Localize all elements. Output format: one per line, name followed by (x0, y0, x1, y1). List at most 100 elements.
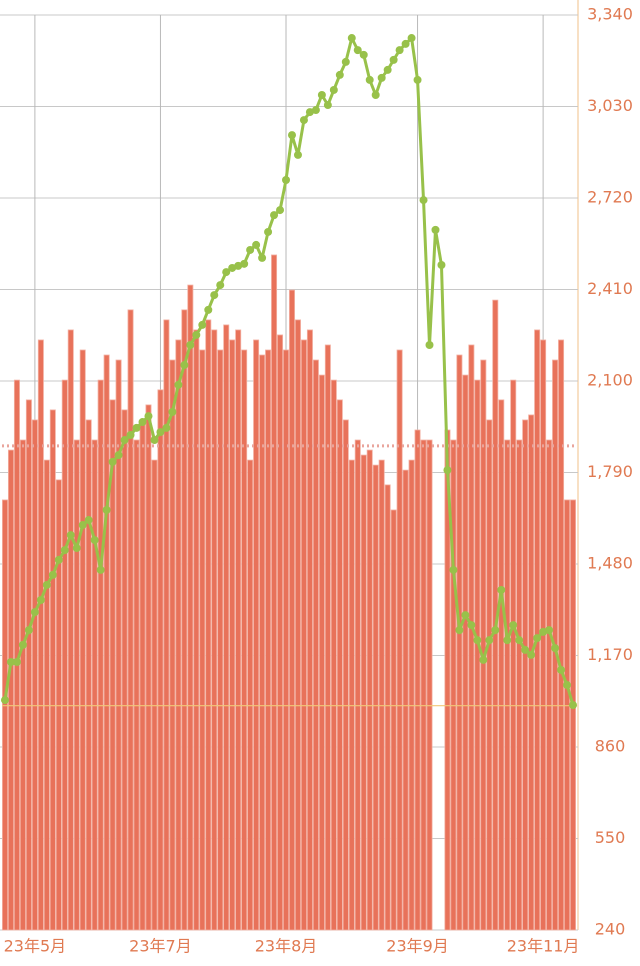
line-marker (443, 466, 452, 475)
bar (396, 349, 403, 931)
line-marker (545, 626, 554, 635)
line-marker (293, 150, 302, 159)
line-marker (204, 305, 213, 314)
line-marker (311, 106, 320, 115)
line-marker (473, 636, 482, 645)
bar (354, 439, 361, 931)
line-marker (108, 457, 117, 466)
bar (7, 449, 14, 931)
bar (253, 339, 260, 931)
line-marker (515, 636, 524, 645)
bar (73, 439, 80, 931)
line-marker (479, 655, 488, 664)
bar (271, 254, 278, 931)
bar (360, 454, 367, 931)
line-marker (126, 431, 135, 440)
line-marker (54, 555, 63, 564)
line-marker (168, 407, 177, 416)
y-tick-label: 2,410 (587, 279, 633, 298)
x-tick-label: 23年5月 (4, 937, 67, 956)
bar (79, 349, 86, 931)
bar (37, 339, 44, 931)
bar (217, 349, 224, 931)
y-tick-label: 240 (595, 920, 626, 939)
line-marker (497, 585, 506, 594)
bar (378, 459, 385, 931)
bar (456, 354, 463, 931)
line-marker (317, 90, 326, 99)
line-marker (449, 565, 458, 574)
bar (336, 399, 343, 931)
bar (342, 419, 349, 931)
line-marker (503, 636, 512, 645)
line-marker (389, 55, 398, 64)
line-marker (138, 418, 147, 427)
bar (121, 409, 128, 931)
line-marker (84, 516, 93, 525)
line-marker (341, 57, 350, 66)
bar (91, 439, 98, 931)
bar (181, 309, 188, 931)
bar (366, 449, 373, 931)
y-tick-label: 3,030 (587, 96, 633, 115)
bar (2, 499, 8, 931)
line-marker (521, 645, 530, 654)
bar (127, 309, 134, 931)
line-marker (72, 544, 81, 553)
line-marker (270, 211, 279, 220)
line-marker (60, 546, 69, 555)
bar (259, 354, 266, 931)
x-tick-label: 23年8月 (255, 937, 318, 956)
bar (109, 399, 116, 931)
line-marker (455, 626, 464, 635)
bar (390, 509, 397, 931)
line-marker (0, 696, 9, 705)
y-tick-label: 1,790 (587, 462, 633, 481)
y-tick-label: 1,170 (587, 645, 633, 664)
line-marker (114, 451, 123, 460)
line-marker (42, 580, 51, 589)
bar (384, 484, 391, 931)
line-marker (551, 644, 560, 653)
line-marker (102, 505, 111, 514)
bar (498, 399, 505, 931)
bar (265, 349, 272, 931)
line-marker (527, 650, 536, 659)
bar (408, 459, 415, 931)
line-marker (395, 46, 404, 55)
bar (175, 339, 182, 931)
y-tick-label: 3,340 (587, 5, 633, 24)
bar (169, 359, 176, 931)
line-marker (36, 596, 45, 605)
bar (49, 409, 56, 931)
line-marker (150, 436, 159, 445)
line-marker (419, 196, 428, 205)
line-marker (210, 291, 219, 300)
bar (145, 404, 152, 931)
line-marker (383, 65, 392, 74)
line-marker (557, 665, 566, 674)
bar (25, 399, 32, 931)
y-tick-label: 2,720 (587, 188, 633, 207)
line-marker (401, 39, 410, 48)
bar (211, 329, 218, 931)
line-marker (132, 423, 141, 432)
bar (97, 379, 104, 931)
bar (306, 329, 313, 931)
line-marker (437, 261, 446, 270)
bar (546, 439, 553, 931)
bar (324, 344, 331, 931)
bar (235, 329, 242, 931)
bar (31, 419, 38, 931)
y-tick-label: 2,100 (587, 371, 633, 390)
y-tick-label: 860 (595, 737, 626, 756)
bar (139, 419, 146, 931)
line-marker (18, 640, 27, 649)
line-marker (6, 657, 15, 666)
line-marker (276, 206, 285, 215)
line-marker (156, 428, 165, 437)
bar (558, 339, 565, 931)
bar (330, 379, 337, 931)
bar (288, 289, 295, 931)
line-marker (198, 320, 207, 329)
